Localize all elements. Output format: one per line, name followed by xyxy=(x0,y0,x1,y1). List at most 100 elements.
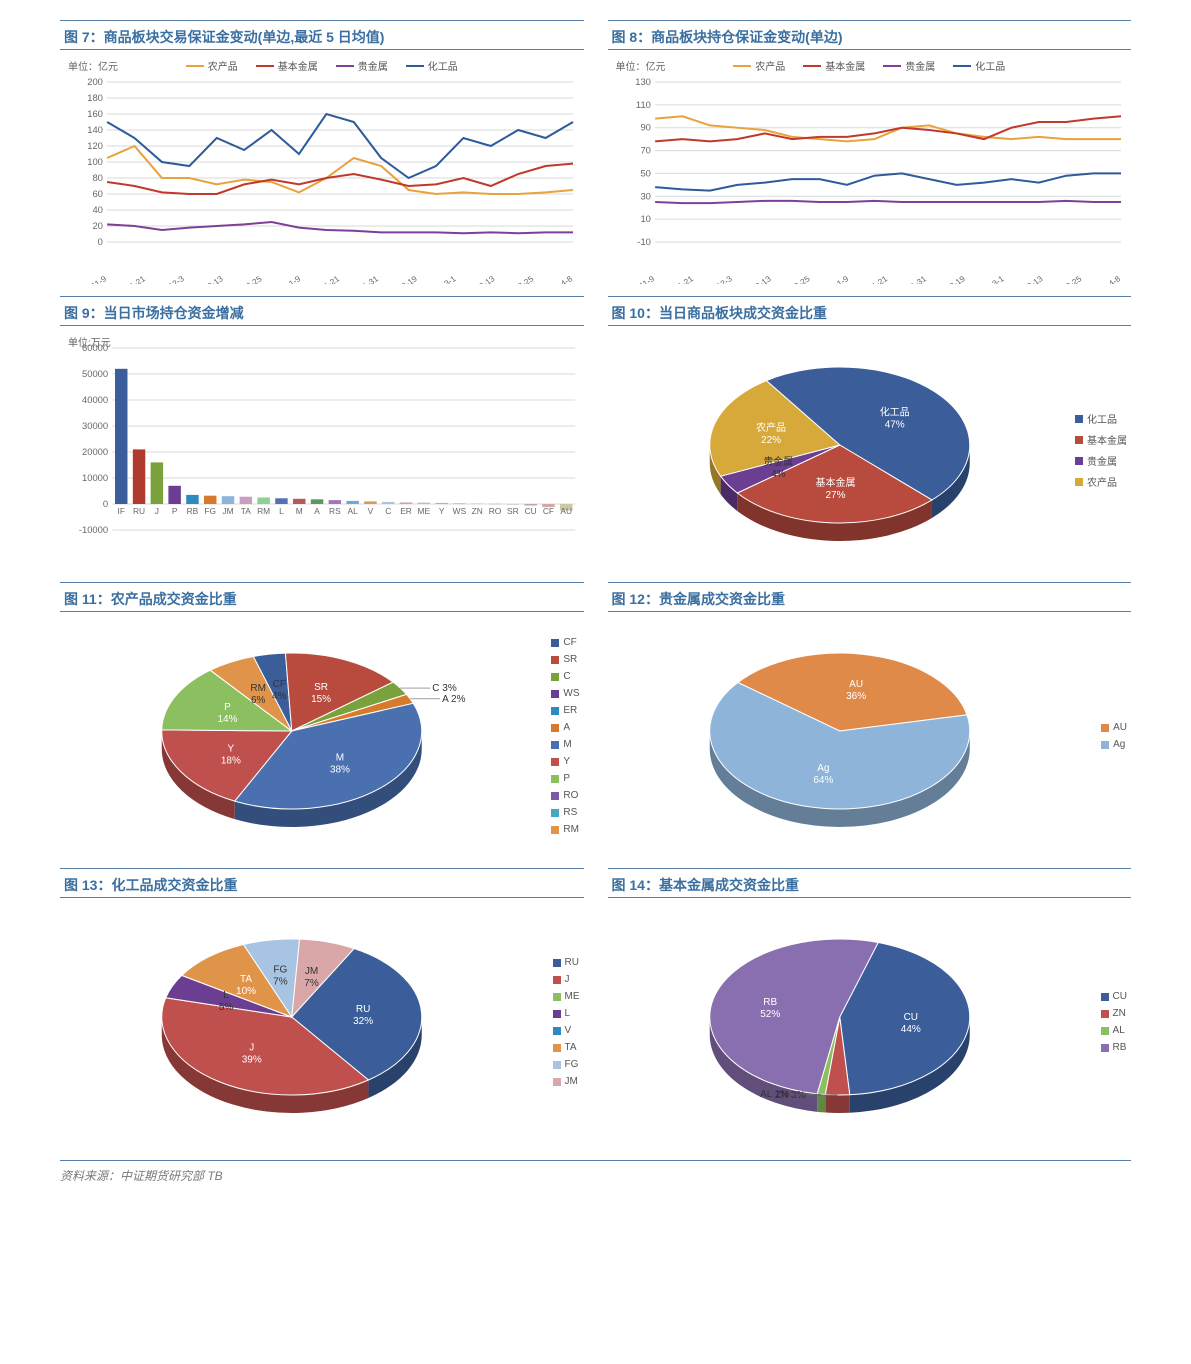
svg-text:90: 90 xyxy=(640,123,650,133)
svg-text:C: C xyxy=(385,507,391,516)
svg-text:32%: 32% xyxy=(353,1016,373,1027)
svg-text:CU: CU xyxy=(525,507,537,516)
svg-text:L: L xyxy=(279,507,284,516)
svg-text:RS: RS xyxy=(329,507,341,516)
fig11-title: 图 11：农产品成交资金比重 xyxy=(60,583,584,612)
legend-item: 农产品 xyxy=(733,58,785,73)
fig8-legend: 农产品基本金属贵金属化工品 xyxy=(608,58,1132,73)
svg-text:WS: WS xyxy=(453,507,467,516)
svg-text:110: 110 xyxy=(635,100,650,110)
svg-text:130: 130 xyxy=(635,77,651,87)
svg-text:-10: -10 xyxy=(637,237,651,247)
svg-text:Y: Y xyxy=(228,743,235,754)
svg-text:4%: 4% xyxy=(272,691,287,702)
svg-text:AL 1%: AL 1% xyxy=(760,1089,789,1100)
legend-item: 化工品 xyxy=(953,58,1005,73)
svg-text:RB: RB xyxy=(187,507,199,516)
svg-text:AL: AL xyxy=(348,507,359,516)
panel-fig9: 图 9：当日市场持仓资金增减 单位:万元 -100000100002000030… xyxy=(60,296,584,570)
svg-text:2012-12-3: 2012-12-3 xyxy=(149,274,186,284)
svg-text:JM: JM xyxy=(222,507,233,516)
fig7-chart: 单位：亿元 农产品基本金属贵金属化工品 02040608010012014016… xyxy=(60,54,584,284)
legend-item: 贵金属 xyxy=(883,58,935,73)
svg-text:2013-1-21: 2013-1-21 xyxy=(852,274,889,284)
svg-text:P: P xyxy=(224,702,231,713)
svg-text:2012-12-25: 2012-12-25 xyxy=(771,274,812,284)
svg-text:IF: IF xyxy=(118,507,125,516)
svg-text:47%: 47% xyxy=(884,420,904,431)
svg-text:2013-3-1: 2013-3-1 xyxy=(972,274,1005,284)
legend-item: Ag xyxy=(1101,739,1127,750)
fig11-legend: CFSRCWSERAMYPRORSRM xyxy=(551,637,579,835)
svg-text:V: V xyxy=(368,507,374,516)
svg-text:14%: 14% xyxy=(217,714,237,725)
legend-item: M xyxy=(551,739,579,750)
svg-text:FG: FG xyxy=(273,965,287,976)
fig13-legend: RUJMELVTAFGJM xyxy=(553,957,580,1087)
svg-text:7%: 7% xyxy=(273,977,288,988)
svg-text:50000: 50000 xyxy=(82,369,108,379)
svg-text:RO: RO xyxy=(489,507,502,516)
svg-text:18%: 18% xyxy=(221,755,241,766)
legend-item: RO xyxy=(551,790,579,801)
svg-text:FG: FG xyxy=(204,507,216,516)
svg-text:10: 10 xyxy=(640,214,650,224)
svg-text:60: 60 xyxy=(92,189,102,199)
svg-text:2012-12-25: 2012-12-25 xyxy=(223,274,264,284)
svg-text:JM: JM xyxy=(305,966,318,977)
svg-text:2012-11-21: 2012-11-21 xyxy=(655,274,695,284)
svg-text:AU: AU xyxy=(560,507,572,516)
legend-item: AU xyxy=(1101,722,1127,733)
svg-text:6%: 6% xyxy=(251,695,266,706)
legend-item: FG xyxy=(553,1059,580,1070)
svg-text:SR: SR xyxy=(507,507,519,516)
svg-text:10000: 10000 xyxy=(82,473,108,483)
legend-item: L xyxy=(553,1008,580,1019)
svg-text:CU: CU xyxy=(903,1012,917,1023)
svg-text:2013-3-1: 2013-3-1 xyxy=(425,274,458,284)
fig14-chart: CU44%RB52%ZN 3%AL 1% CUZNALRB xyxy=(608,902,1132,1142)
svg-text:20: 20 xyxy=(92,221,102,231)
svg-text:TA: TA xyxy=(240,974,252,985)
svg-text:30: 30 xyxy=(640,191,650,201)
legend-item: 农产品 xyxy=(1075,474,1127,489)
svg-text:AU: AU xyxy=(849,679,863,690)
svg-text:140: 140 xyxy=(87,125,103,135)
svg-text:2013-4-8: 2013-4-8 xyxy=(541,274,574,284)
svg-text:2012-11-21: 2012-11-21 xyxy=(107,274,147,284)
legend-item: ZN xyxy=(1101,1008,1127,1019)
svg-text:0: 0 xyxy=(103,499,108,509)
svg-text:2012-12-13: 2012-12-13 xyxy=(732,274,773,284)
svg-text:基本金属: 基本金属 xyxy=(815,476,855,489)
svg-text:30000: 30000 xyxy=(82,421,108,431)
legend-item: ME xyxy=(553,991,580,1002)
legend-item: AL xyxy=(1101,1025,1127,1036)
legend-item: 化工品 xyxy=(406,58,458,73)
fig14-legend: CUZNALRB xyxy=(1101,991,1127,1053)
svg-text:4%: 4% xyxy=(771,469,786,480)
svg-text:ER: ER xyxy=(400,507,412,516)
fig9-title: 图 9：当日市场持仓资金增减 xyxy=(60,297,584,326)
svg-text:64%: 64% xyxy=(813,775,833,786)
svg-text:2013-1-31: 2013-1-31 xyxy=(891,274,928,284)
legend-item: RB xyxy=(1101,1042,1127,1053)
legend-item: 基本金属 xyxy=(1075,432,1127,447)
svg-text:M: M xyxy=(296,507,303,516)
svg-text:52%: 52% xyxy=(760,1009,780,1020)
svg-text:RU: RU xyxy=(133,507,145,516)
svg-text:2013-3-13: 2013-3-13 xyxy=(460,274,497,284)
svg-text:180: 180 xyxy=(87,93,103,103)
legend-item: 基本金属 xyxy=(256,58,318,73)
fig12-chart: AU36%Ag64% AUAg xyxy=(608,616,1132,856)
svg-text:A: A xyxy=(314,507,320,516)
legend-item: 贵金属 xyxy=(336,58,388,73)
legend-item: WS xyxy=(551,688,579,699)
svg-text:2012-11-9: 2012-11-9 xyxy=(72,274,108,284)
svg-text:40: 40 xyxy=(92,205,102,215)
svg-text:20000: 20000 xyxy=(82,447,108,457)
fig12-title: 图 12：贵金属成交资金比重 xyxy=(608,583,1132,612)
svg-text:农产品: 农产品 xyxy=(756,421,786,434)
legend-item: SR xyxy=(551,654,579,665)
svg-text:2013-1-21: 2013-1-21 xyxy=(305,274,342,284)
svg-text:2013-2-19: 2013-2-19 xyxy=(930,274,967,284)
